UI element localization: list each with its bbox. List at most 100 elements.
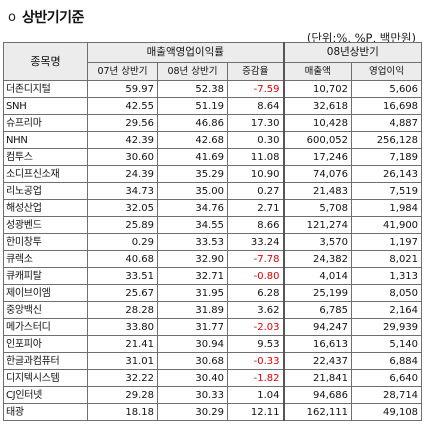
margin-08h1-cell: 30.40: [157, 369, 228, 387]
margin-08h1-cell: 35.29: [157, 165, 228, 183]
company-name-cell: 성광벤드: [3, 216, 88, 234]
margin-07h1-cell: 33.80: [87, 318, 158, 336]
sales-cell: 600,052: [282, 131, 353, 149]
op-profit-cell: 2,164: [351, 301, 423, 319]
change-cell: -1.82: [226, 369, 285, 387]
change-cell: -0.33: [226, 352, 285, 370]
op-profit-cell: 6,884: [351, 352, 423, 370]
company-name-cell: 중앙백신: [3, 301, 88, 319]
table-row: 태광 18.18 30.29 12.11 162,111 49,108: [3, 403, 423, 421]
table-row: 한글과컴퓨터 31.01 30.68 -0.33 22,437 6,884: [3, 352, 423, 370]
company-name-cell: 디지텍시스템: [3, 369, 88, 387]
margin-07h1-cell: 59.97: [87, 80, 158, 98]
op-profit-cell: 6,640: [351, 369, 423, 387]
company-name-cell: 큐렉소: [3, 250, 88, 268]
margin-08h1-cell: 31.95: [157, 284, 228, 302]
sales-cell: 4,014: [282, 267, 353, 285]
col-header-change: 증감율: [226, 62, 285, 81]
margin-07h1-cell: 42.39: [87, 131, 158, 149]
company-name-cell: 컴투스: [3, 148, 88, 166]
margin-08h1-cell: 35.00: [157, 182, 228, 200]
sales-cell: 25,199: [282, 284, 353, 302]
sales-cell: 162,111: [282, 403, 353, 421]
sales-cell: 121,274: [282, 216, 353, 234]
company-name-cell: 큐캐피탈: [3, 267, 88, 285]
sales-cell: 94,247: [282, 318, 353, 336]
sales-cell: 21,841: [282, 369, 353, 387]
sales-cell: 24,382: [282, 250, 353, 268]
margin-07h1-cell: 29.28: [87, 386, 158, 404]
margin-08h1-cell: 41.69: [157, 148, 228, 166]
company-header: 종목명: [3, 42, 88, 81]
table-row: 제이브이엠 25.67 31.95 6.28 25,199 8,050: [3, 284, 423, 302]
company-name-cell: 리노공업: [3, 182, 88, 200]
change-cell: -0.80: [226, 267, 285, 285]
margin-08h1-cell: 42.68: [157, 131, 228, 149]
op-profit-cell: 28,714: [351, 386, 423, 404]
company-name-cell: 인포피아: [3, 335, 88, 353]
op-profit-cell: 8,050: [351, 284, 423, 302]
margin-08h1-cell: 30.33: [157, 386, 228, 404]
op-profit-cell: 7,519: [351, 182, 423, 200]
margin-07h1-cell: 29.56: [87, 114, 158, 132]
sales-cell: 94,686: [282, 386, 353, 404]
table-row: 메가스터디 33.80 31.77 -2.03 94,247 29,939: [3, 318, 423, 336]
sales-cell: 6,785: [282, 301, 353, 319]
margin-group-header: 매출액영업이익률: [86, 42, 285, 63]
header-row-2: 07년 상반기 08년 상반기 증감율 매출액 영업이익: [4, 62, 423, 81]
company-name-cell: 태광: [3, 403, 88, 421]
margin-07h1-cell: 42.55: [87, 97, 158, 115]
unit-note: (단위:%, %P, 백만원): [306, 31, 416, 45]
change-cell: 8.66: [226, 216, 285, 234]
change-cell: 17.30: [226, 114, 285, 132]
op-profit-cell: 5,606: [351, 80, 423, 98]
margin-08h1-cell: 30.68: [157, 352, 228, 370]
table-row: 더존디지털 59.97 52.38 -7.59 10,702 5,606: [3, 80, 423, 98]
sales-cell: 17,246: [282, 148, 353, 166]
margin-table: 종목명 매출액영업이익률 08년상반기 07년 상반기 08년 상반기 증감율 …: [3, 42, 423, 421]
table-row: NHN 42.39 42.68 0.30 600,052 256,128: [3, 131, 423, 149]
margin-08h1-cell: 32.71: [157, 267, 228, 285]
col-header-08h1: 08년 상반기: [157, 62, 228, 81]
col-header-07h1: 07년 상반기: [87, 62, 158, 81]
company-name-cell: 한미창투: [3, 233, 88, 251]
company-name-cell: 해성산업: [3, 199, 88, 217]
sales-cell: 10,702: [282, 80, 353, 98]
change-cell: 9.53: [226, 335, 285, 353]
sales-cell: 74,076: [282, 165, 353, 183]
company-name-cell: 메가스터디: [3, 318, 88, 336]
change-cell: 3.62: [226, 301, 285, 319]
change-cell: 0.30: [226, 131, 285, 149]
change-cell: 12.11: [226, 403, 285, 421]
table-row: 슈프리마 29.56 46.86 17.30 10,428 4,887: [3, 114, 423, 132]
margin-08h1-cell: 46.86: [157, 114, 228, 132]
op-profit-cell: 256,128: [351, 131, 423, 149]
change-cell: 2.71: [226, 199, 285, 217]
table-row: 큐캐피탈 33.51 32.71 -0.80 4,014 1,313: [3, 267, 423, 285]
margin-08h1-cell: 33.53: [157, 233, 228, 251]
sales-cell: 16,613: [282, 335, 353, 353]
margin-07h1-cell: 25.89: [87, 216, 158, 234]
margin-08h1-cell: 31.89: [157, 301, 228, 319]
col-header-sales: 매출액: [282, 62, 353, 81]
change-cell: -7.78: [226, 250, 285, 268]
margin-07h1-cell: 40.68: [87, 250, 158, 268]
company-name-cell: 소디프신소재: [3, 165, 88, 183]
change-cell: 0.27: [226, 182, 285, 200]
sales-cell: 32,618: [282, 97, 353, 115]
margin-08h1-cell: 34.76: [157, 199, 228, 217]
margin-07h1-cell: 32.05: [87, 199, 158, 217]
change-cell: -2.03: [226, 318, 285, 336]
op-profit-cell: 41,900: [351, 216, 423, 234]
sales-cell: 22,437: [282, 352, 353, 370]
company-name-cell: 슈프리마: [3, 114, 88, 132]
table-row: 디지텍시스템 32.22 30.40 -1.82 21,841 6,640: [3, 369, 423, 387]
title-row: o 상반기기준: [8, 6, 84, 28]
op-profit-cell: 1,984: [351, 199, 423, 217]
table-row: 큐렉소 40.68 32.90 -7.78 24,382 8,021: [3, 250, 423, 268]
header-row-1: 종목명 매출액영업이익률 08년상반기: [3, 42, 423, 81]
change-cell: 10.90: [226, 165, 285, 183]
table-row: 한미창투 0.29 33.53 33.24 3,570 1,197: [3, 233, 423, 251]
sales-cell: 3,570: [282, 233, 353, 251]
sales-cell: 21,483: [282, 182, 353, 200]
